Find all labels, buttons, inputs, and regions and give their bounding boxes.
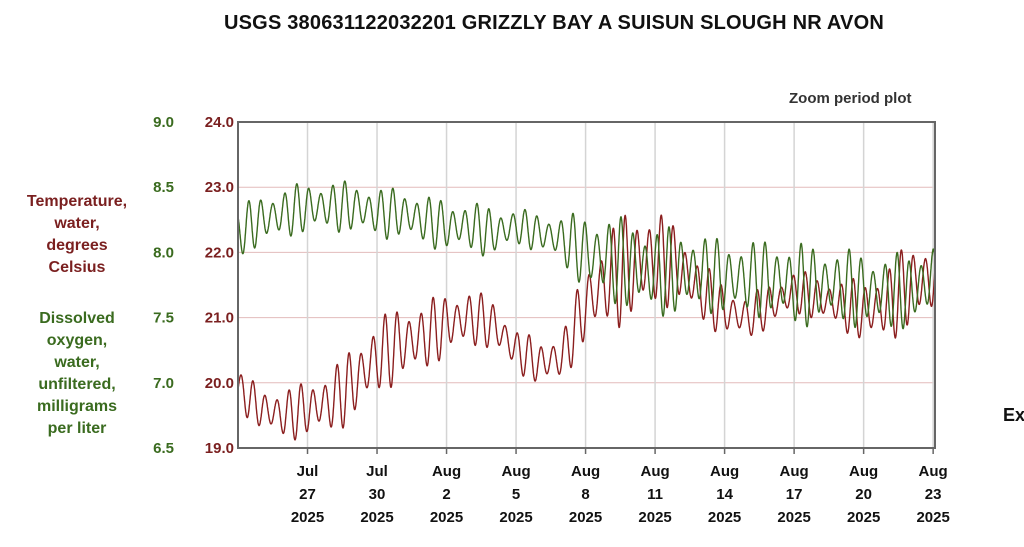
x-tick-label: Aug — [919, 463, 948, 480]
y-tick-label-temperature: 22.0 — [205, 244, 234, 261]
x-tick-label: 27 — [299, 486, 316, 503]
plot-frame — [237, 121, 936, 449]
y-tick-label-dissolved-oxygen: 8.0 — [153, 244, 174, 261]
y-label-do-line: per liter — [47, 420, 107, 437]
y-tick-label-temperature: 24.0 — [205, 114, 234, 131]
grid-layer — [238, 122, 935, 454]
dissolved-oxygen-series-line — [237, 180, 936, 330]
x-tick-label: 2025 — [708, 509, 741, 526]
x-tick-layer: Jul 27 2025 Jul 30 2025 Aug 2 2025 Aug 5 2025 Aug 8 20… — [291, 463, 950, 526]
y-tick-label-temperature: 23.0 — [205, 179, 234, 196]
zoom-period-link[interactable]: Zoom period plot — [789, 90, 912, 107]
x-tick-label: 8 — [581, 486, 589, 503]
x-tick-label: 2025 — [569, 509, 602, 526]
y-label-do-line: water, — [54, 354, 100, 371]
x-tick-label: Aug — [780, 463, 809, 480]
x-tick-label: 2025 — [291, 509, 324, 526]
y-axis-label-temperature: Temperature, water, degrees Celsius — [8, 191, 146, 279]
x-tick-label: 30 — [369, 486, 386, 503]
x-tick-label: 17 — [786, 486, 803, 503]
y-tick-label-temperature: 21.0 — [205, 310, 234, 327]
x-tick-label: Jul — [366, 463, 388, 480]
y-label-do-line: Dissolved — [39, 310, 115, 327]
y-axis-label-dissolved-oxygen: Dissolved oxygen, water, unfiltered, mil… — [8, 308, 146, 440]
x-tick-label: Aug — [432, 463, 461, 480]
y-label-do-line: milligrams — [36, 398, 118, 415]
y-tick-label-temperature: 20.0 — [205, 375, 234, 392]
x-tick-label: 2025 — [916, 509, 949, 526]
x-tick-label: Aug — [710, 463, 739, 480]
series-layer — [237, 180, 936, 441]
y-label-temp-line: Celsius — [48, 259, 106, 276]
x-tick-label: Aug — [849, 463, 878, 480]
y-tick-label-dissolved-oxygen: 7.5 — [153, 310, 174, 327]
y-label-temp-line: Temperature, — [26, 193, 128, 210]
x-tick-label: 2025 — [360, 509, 393, 526]
y-tick-label-dissolved-oxygen: 6.5 — [153, 440, 174, 457]
x-tick-label: Aug — [641, 463, 670, 480]
x-tick-label: 2025 — [430, 509, 463, 526]
y-label-do-line: unfiltered, — [38, 376, 116, 393]
y-tick-label-dissolved-oxygen: 9.0 — [153, 114, 174, 131]
temperature-series-line — [237, 214, 936, 441]
x-tick-label: 2025 — [499, 509, 532, 526]
x-tick-label: 2025 — [638, 509, 671, 526]
y-label-do-line: oxygen, — [46, 332, 108, 349]
x-tick-label: 2025 — [847, 509, 880, 526]
x-tick-label: 5 — [512, 486, 520, 503]
x-tick-label: Jul — [297, 463, 319, 480]
y-tick-label-dissolved-oxygen: 8.5 — [153, 179, 174, 196]
y-label-temp-line: water, — [54, 215, 100, 232]
x-tick-label: Aug — [501, 463, 530, 480]
x-tick-label: 11 — [647, 486, 663, 503]
x-tick-label: 20 — [855, 486, 872, 503]
x-tick-label: 14 — [716, 486, 733, 503]
y-label-temp-line: degrees — [46, 237, 108, 254]
y-tick-layer: 24.0 23.0 22.0 21.0 20.0 19.0 9.0 8.5 8.0 7.5 7.0 6… — [153, 114, 234, 457]
x-tick-label: Aug — [571, 463, 600, 480]
x-tick-label: 23 — [925, 486, 942, 503]
x-tick-label: 2025 — [777, 509, 810, 526]
page-title: USGS 380631122032201 GRIZZLY BAY A SUISU… — [224, 12, 884, 34]
cut-off-label: Ex — [1003, 405, 1024, 425]
y-tick-label-dissolved-oxygen: 7.0 — [153, 375, 174, 392]
x-tick-label: 2 — [442, 486, 450, 503]
y-tick-label-temperature: 19.0 — [205, 440, 234, 457]
